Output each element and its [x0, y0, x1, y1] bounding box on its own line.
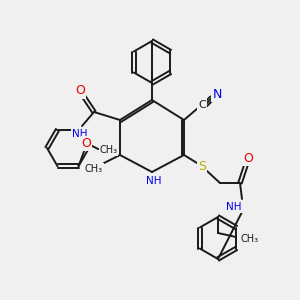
Text: NH: NH: [226, 202, 242, 212]
Text: CH₃: CH₃: [85, 164, 103, 174]
Text: CH₃: CH₃: [241, 234, 259, 244]
Text: N: N: [212, 88, 222, 100]
Text: O: O: [82, 137, 92, 150]
Text: O: O: [75, 85, 85, 98]
Text: S: S: [198, 160, 206, 173]
Text: O: O: [243, 152, 253, 164]
Text: NH: NH: [146, 176, 162, 186]
Text: C: C: [198, 100, 206, 110]
Text: CH₃: CH₃: [99, 145, 118, 155]
Text: NH: NH: [72, 129, 88, 139]
